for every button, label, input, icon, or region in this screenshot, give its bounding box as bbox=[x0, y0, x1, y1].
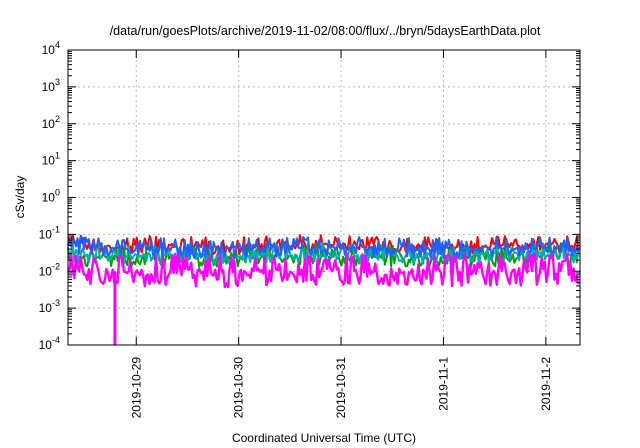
y-tick-label: 102 bbox=[42, 114, 60, 131]
series-layer bbox=[67, 233, 581, 345]
series-5-point bbox=[425, 272, 428, 274]
series-3-point bbox=[323, 252, 325, 255]
series-1-point bbox=[169, 244, 172, 247]
x-tick-label: 2019-10-29 bbox=[129, 357, 143, 419]
series-4-line bbox=[67, 236, 580, 260]
chart-title: /data/run/goesPlots/archive/2019-11-02/0… bbox=[110, 24, 541, 38]
y-tick-label: 10-1 bbox=[39, 224, 60, 241]
series-4-point bbox=[374, 247, 377, 250]
series-5-point bbox=[272, 270, 274, 273]
series-3-point bbox=[272, 253, 274, 256]
series-5-point bbox=[476, 270, 479, 273]
series-1-point bbox=[476, 244, 479, 247]
y-tick-label: 10-3 bbox=[39, 298, 60, 315]
series-1-point bbox=[528, 244, 530, 246]
series-3-point bbox=[476, 253, 479, 256]
x-tick-label: 2019-10-31 bbox=[334, 357, 348, 419]
x-tick-label: 2019-10-30 bbox=[232, 357, 246, 419]
series-5-point bbox=[169, 270, 172, 273]
series-3-point bbox=[425, 254, 428, 257]
series-4-point bbox=[220, 249, 223, 251]
x-axis-label: Coordinated Universal Time (UTC) bbox=[232, 431, 416, 445]
series-5-point bbox=[118, 272, 120, 274]
series-4-point bbox=[323, 246, 325, 249]
y-tick-label: 100 bbox=[42, 188, 60, 205]
x-tick-label: 2019-11-1 bbox=[436, 357, 450, 411]
series-4-point bbox=[425, 248, 428, 250]
x-tick-label: 2019-11-2 bbox=[539, 357, 553, 411]
series-5-line bbox=[67, 251, 580, 289]
x-axis-ticks: 2019-10-29 2019-10-30 2019-10-31 2019-11-1 2… bbox=[129, 50, 553, 418]
y-tick-label: 101 bbox=[42, 151, 60, 168]
series-5-point bbox=[374, 270, 377, 273]
grid bbox=[68, 50, 580, 345]
y-tick-label: 10-4 bbox=[39, 335, 60, 352]
y-tick-label: 10-2 bbox=[39, 261, 60, 278]
series-5-point bbox=[323, 270, 325, 273]
series-4-point bbox=[528, 246, 530, 249]
series-5-point bbox=[220, 272, 223, 274]
y-axis-label: cSv/day bbox=[13, 176, 27, 219]
series-1-point bbox=[425, 245, 428, 247]
series-4-point bbox=[169, 247, 172, 250]
y-tick-label: 103 bbox=[42, 77, 60, 94]
y-tick-label: 104 bbox=[42, 40, 60, 57]
series-4-point bbox=[118, 247, 120, 250]
series-4-point bbox=[272, 247, 274, 250]
series-3-point bbox=[169, 253, 172, 256]
series-4-point bbox=[476, 247, 479, 250]
series-5-point bbox=[528, 270, 530, 273]
y-axis-ticks: 10-4 10-3 10-2 10-1 100 101 102 103 104 bbox=[39, 40, 580, 352]
